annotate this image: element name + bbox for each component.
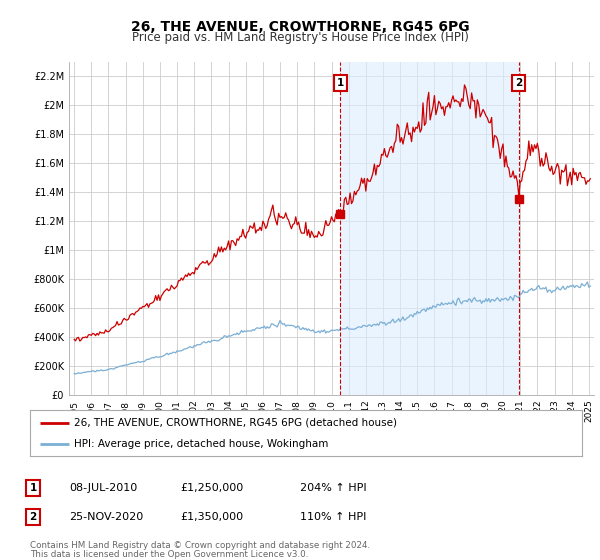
Text: £1,250,000: £1,250,000 [180, 483, 243, 493]
Bar [340, 62, 518, 395]
Text: £1,350,000: £1,350,000 [180, 512, 243, 522]
Text: 25-NOV-2020: 25-NOV-2020 [69, 512, 143, 522]
Text: Contains HM Land Registry data © Crown copyright and database right 2024.: Contains HM Land Registry data © Crown c… [30, 541, 370, 550]
Text: 204% ↑ HPI: 204% ↑ HPI [300, 483, 367, 493]
Text: 2: 2 [29, 512, 37, 522]
Text: 2: 2 [515, 78, 522, 88]
Text: 1: 1 [337, 78, 344, 88]
Text: HPI: Average price, detached house, Wokingham: HPI: Average price, detached house, Woki… [74, 439, 329, 449]
Text: 110% ↑ HPI: 110% ↑ HPI [300, 512, 367, 522]
Text: Price paid vs. HM Land Registry's House Price Index (HPI): Price paid vs. HM Land Registry's House … [131, 31, 469, 44]
Text: 26, THE AVENUE, CROWTHORNE, RG45 6PG (detached house): 26, THE AVENUE, CROWTHORNE, RG45 6PG (de… [74, 418, 397, 428]
Text: 1: 1 [29, 483, 37, 493]
Text: 08-JUL-2010: 08-JUL-2010 [69, 483, 137, 493]
Text: This data is licensed under the Open Government Licence v3.0.: This data is licensed under the Open Gov… [30, 550, 308, 559]
Text: 26, THE AVENUE, CROWTHORNE, RG45 6PG: 26, THE AVENUE, CROWTHORNE, RG45 6PG [131, 20, 469, 34]
